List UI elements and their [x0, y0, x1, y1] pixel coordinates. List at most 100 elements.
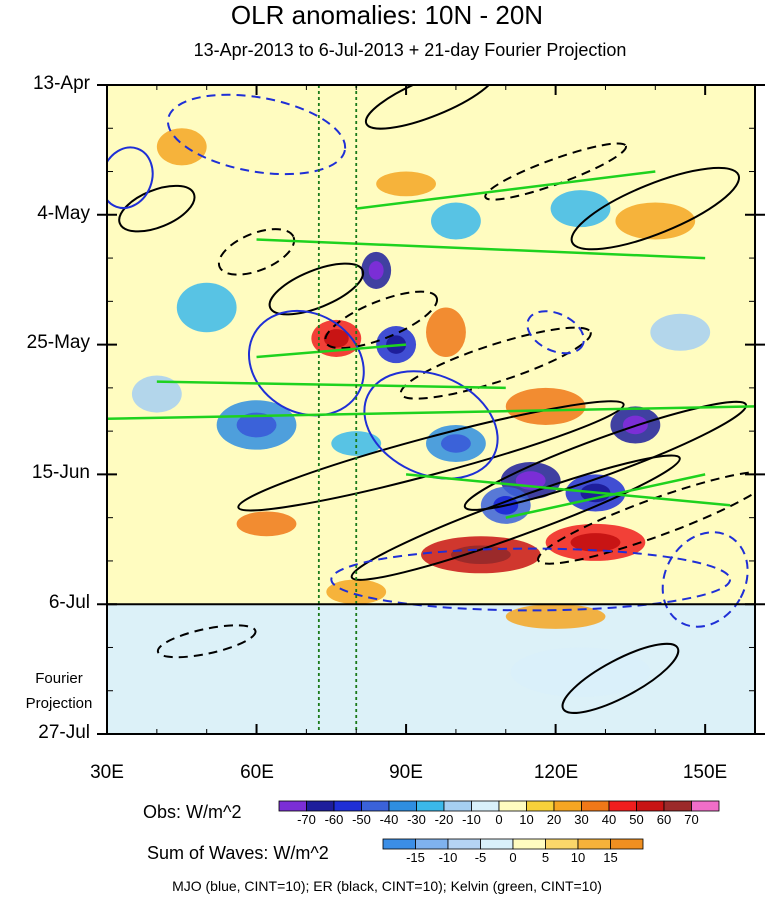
colorbar-swatch [480, 838, 514, 850]
anomaly-blob [426, 307, 466, 357]
colorbar-swatch [691, 800, 720, 812]
wave-contour [463, 400, 748, 511]
kelvin-contour [256, 238, 706, 260]
projection-label: Fourier [35, 670, 83, 687]
colorbar-label: -10 [462, 812, 481, 827]
kelvin-contour [256, 343, 407, 359]
x-tick-label: 90E [389, 762, 423, 783]
colorbar-swatch [553, 800, 582, 812]
colorbar-swatch [388, 800, 417, 812]
wave-contour [247, 309, 365, 417]
anomaly-blob [431, 202, 481, 240]
colorbar-swatch [545, 838, 579, 850]
x-tick-label: 30E [90, 762, 124, 783]
anomaly-blob [510, 647, 651, 697]
projection-label: Projection [25, 695, 93, 712]
anomaly-blob [550, 190, 611, 228]
colorbar-swatch [498, 800, 527, 812]
colorbar-label: 40 [601, 812, 617, 827]
anomaly-core [570, 533, 621, 552]
reference-lines [107, 85, 755, 734]
kelvin-contour [505, 473, 706, 519]
wave-contours [107, 85, 755, 714]
colorbar-label: -30 [407, 812, 426, 827]
colorbar-label: -5 [474, 850, 487, 865]
kelvin-contour [405, 473, 731, 507]
wave-contour [156, 624, 257, 659]
anomaly-core [450, 545, 511, 565]
projection-region [107, 604, 755, 734]
anomaly-blob [615, 202, 696, 240]
colorbar-label: 0 [509, 850, 517, 865]
x-tick-label: 150E [682, 762, 728, 783]
colorbar-swatch [382, 838, 416, 850]
wave-contour [561, 642, 680, 714]
wave-contour [217, 228, 296, 276]
wave-contour [363, 370, 499, 480]
anomaly-blob [176, 282, 237, 333]
colorbar-swatch [416, 800, 445, 812]
anomaly-blob [131, 375, 182, 413]
wave-contour [364, 85, 498, 130]
colorbar-label: -50 [352, 812, 371, 827]
colorbar-swatch [333, 800, 362, 812]
colorbar-swatch [663, 800, 692, 812]
legend-text: MJO (blue, CINT=10); ER (black, CINT=10)… [172, 878, 602, 894]
colorbar-swatch [636, 800, 665, 812]
anomaly-core [368, 261, 384, 280]
wave-contour [237, 400, 625, 512]
kelvin-contour [156, 380, 506, 390]
y-tick-label: 27-Jul [38, 722, 90, 743]
kelvin-contour [107, 405, 755, 421]
y-tick-label: 15-Jun [31, 462, 90, 483]
y-tick-label: 13-Apr [32, 73, 90, 94]
x-tick-label: 60E [240, 762, 274, 783]
wave-contour [166, 93, 347, 176]
colorbar-label: 5 [541, 850, 550, 865]
colorbar-label: 60 [656, 812, 672, 827]
colorbar-label: -60 [324, 812, 344, 827]
obs-colorbar [278, 800, 720, 812]
colorbar-label: 10 [519, 812, 534, 827]
colorbar-swatch [361, 800, 390, 812]
obs-colorbar-title: Obs: W/m^2 [143, 802, 242, 822]
x-tick-label: 120E [533, 762, 579, 783]
wave-contour [107, 146, 154, 209]
colorbar-swatch [443, 800, 472, 812]
wave-contour [118, 184, 196, 233]
colorbar-label: -40 [379, 812, 399, 827]
y-tick-label: 25-May [26, 332, 90, 353]
anomaly-blob [505, 387, 586, 425]
colorbar-label: 0 [495, 812, 503, 827]
colorbar-swatch [610, 838, 644, 850]
colorbar-swatch [608, 800, 637, 812]
wave-contour [324, 290, 439, 350]
plot-frame [106, 84, 756, 735]
anomaly-core [323, 329, 349, 348]
waves-colorbar-title: Sum of Waves: W/m^2 [147, 843, 329, 863]
colorbar-label: 10 [570, 850, 586, 865]
y-tick-label: 6-Jul [48, 592, 90, 613]
colorbar-swatch [577, 838, 611, 850]
colorbar-label: 15 [603, 850, 618, 865]
colorbar-label: -10 [438, 850, 458, 865]
anomaly-core [440, 434, 471, 453]
colorbar-label: 50 [629, 812, 644, 827]
wave-contour [350, 454, 681, 581]
anomaly-blob [376, 171, 436, 197]
wave-contour [330, 547, 732, 612]
colorbar-label: 30 [574, 812, 589, 827]
colorbar-label: -15 [406, 850, 425, 865]
colorbar-label: -70 [297, 812, 316, 827]
chart-title: OLR anomalies: 10N - 20N [230, 0, 544, 30]
kelvin-contour [356, 170, 656, 210]
anomaly-blob [331, 431, 382, 456]
colorbar-swatch [447, 838, 481, 850]
anomaly-blob [650, 313, 711, 351]
wave-contour [268, 262, 365, 316]
anomaly-blob [505, 604, 606, 629]
colorbar-label: 70 [684, 812, 699, 827]
colorbar-swatch [471, 800, 500, 812]
axes [97, 84, 765, 735]
